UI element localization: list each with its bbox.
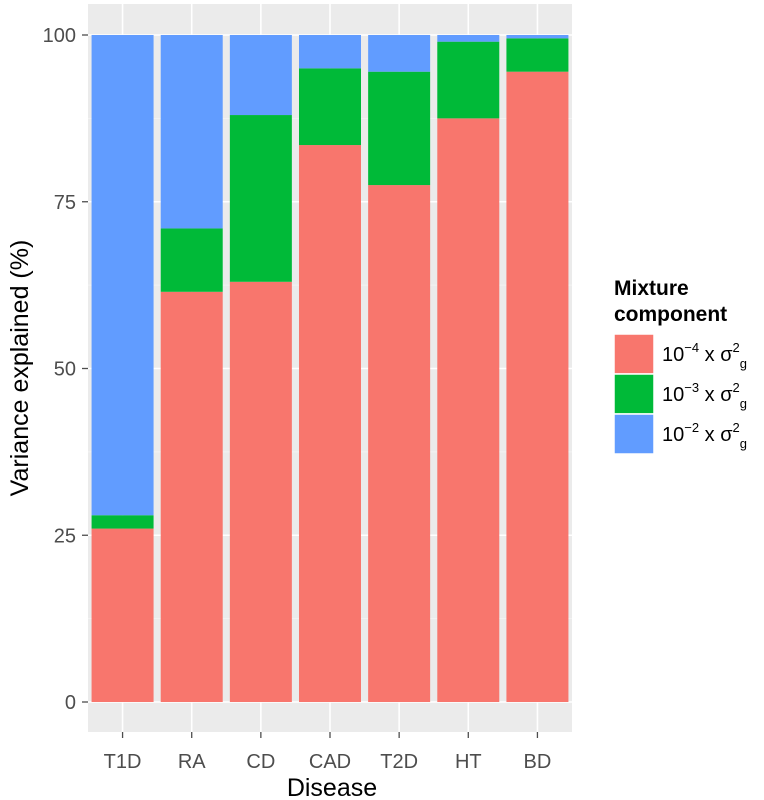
bar-segment-ra-series-3: [160, 35, 223, 229]
legend-swatch-series-1: [613, 333, 655, 375]
y-axis: 0 25 50 75 100: [43, 25, 88, 714]
x-tick-label: CAD: [309, 751, 351, 773]
bar-segment-t2d-series-1: [368, 185, 431, 702]
x-tick-label: T2D: [380, 751, 418, 773]
bar-segment-t2d-series-2: [368, 71, 431, 186]
legend-swatch-series-3: [613, 413, 655, 455]
y-tick-label: 75: [54, 192, 76, 214]
bar-segment-ht-series-1: [437, 118, 500, 702]
y-axis-title: Variance explained (%): [6, 240, 34, 497]
bar-segment-cad-series-2: [299, 68, 361, 146]
bar-segment-ht-series-3: [437, 35, 500, 42]
legend-label-series-1: 10−4 x σ2g: [662, 340, 747, 371]
legend-title-line1: Mixture: [614, 277, 689, 300]
y-tick-label: 0: [65, 692, 76, 714]
y-tick-label: 50: [54, 359, 76, 381]
legend: Mixture component 10−4 x σ2g 10−3 x σ2g 10…: [613, 277, 747, 455]
bar-segment-t1d-series-3: [91, 35, 154, 516]
x-axis: T1D RA CD CAD T2D HT BD: [104, 732, 552, 773]
x-tick-label: T1D: [104, 751, 142, 773]
bar-segment-cd-series-2: [229, 115, 292, 282]
bar-segment-t1d-series-1: [91, 528, 154, 702]
x-tick-label: HT: [455, 751, 482, 773]
legend-label-series-3: 10−2 x σ2g: [662, 420, 747, 451]
bar-segment-ht-series-2: [437, 41, 500, 119]
y-tick-label: 25: [54, 525, 76, 547]
x-tick-label: RA: [178, 751, 206, 773]
x-tick-label: BD: [524, 751, 552, 773]
bar-segment-bd-series-3: [506, 35, 569, 39]
bar-segment-cd-series-1: [229, 281, 292, 702]
legend-title-line2: component: [614, 303, 727, 326]
bar-segment-t1d-series-2: [91, 515, 154, 529]
bar-segment-ra-series-1: [160, 291, 223, 702]
y-tick-label: 100: [43, 25, 76, 47]
bar-segment-bd-series-1: [506, 71, 569, 702]
bar-segment-bd-series-2: [506, 38, 569, 72]
x-tick-label: CD: [246, 751, 275, 773]
bar-segment-cad-series-1: [299, 145, 361, 702]
legend-swatch-series-2: [613, 373, 655, 415]
bar-segment-t2d-series-3: [368, 35, 431, 72]
bar-segment-cd-series-3: [229, 35, 292, 116]
bar-segment-cad-series-3: [299, 35, 361, 69]
x-axis-title: Disease: [287, 774, 377, 800]
bar-segment-ra-series-2: [160, 228, 223, 292]
bars-group: [91, 35, 569, 702]
legend-label-series-2: 10−3 x σ2g: [662, 380, 747, 411]
